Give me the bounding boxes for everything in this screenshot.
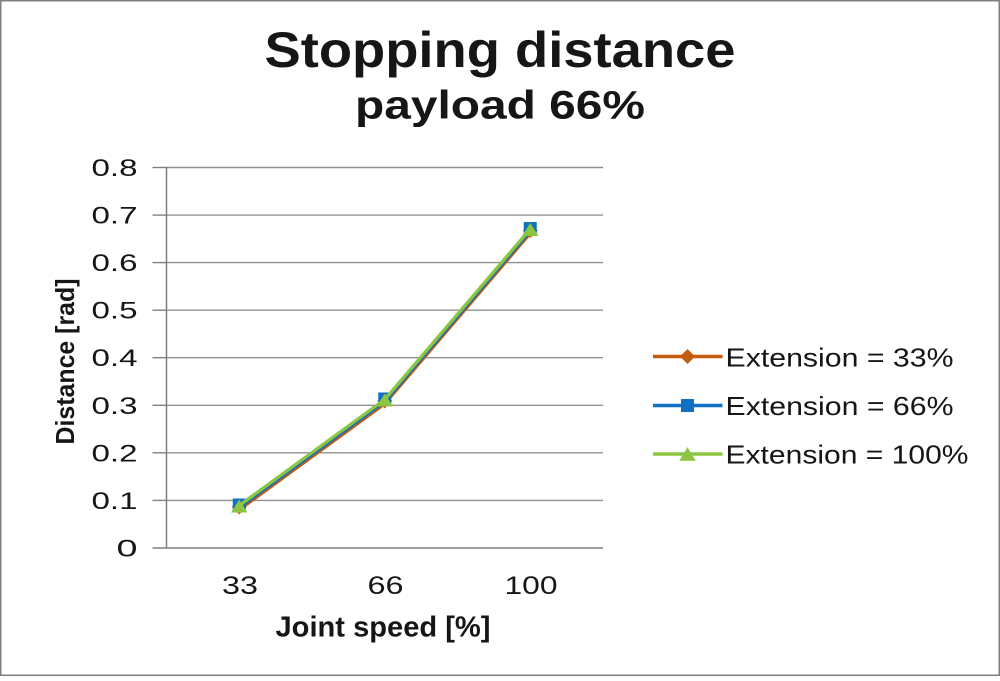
svg-text:0.5: 0.5 — [92, 298, 138, 325]
svg-text:0.1: 0.1 — [92, 488, 138, 515]
svg-text:Distance [rad]: Distance [rad] — [50, 279, 80, 445]
svg-text:0.4: 0.4 — [92, 345, 138, 372]
svg-text:0.6: 0.6 — [92, 250, 138, 277]
svg-text:Stopping distance: Stopping distance — [265, 22, 736, 78]
svg-text:100: 100 — [505, 572, 558, 600]
svg-text:0.7: 0.7 — [92, 203, 138, 230]
svg-text:0.2: 0.2 — [92, 440, 138, 467]
svg-text:payload 66%: payload 66% — [355, 83, 645, 127]
svg-text:Joint speed [%]: Joint speed [%] — [276, 611, 491, 643]
svg-text:Extension = 100%: Extension = 100% — [726, 439, 969, 469]
svg-text:Extension = 66%: Extension = 66% — [726, 391, 954, 421]
svg-text:66: 66 — [368, 572, 404, 600]
svg-text:0.3: 0.3 — [92, 393, 138, 420]
svg-text:Extension = 33%: Extension = 33% — [726, 342, 954, 372]
svg-text:33: 33 — [222, 572, 258, 600]
svg-text:0: 0 — [117, 536, 138, 563]
svg-text:0.8: 0.8 — [92, 155, 138, 182]
